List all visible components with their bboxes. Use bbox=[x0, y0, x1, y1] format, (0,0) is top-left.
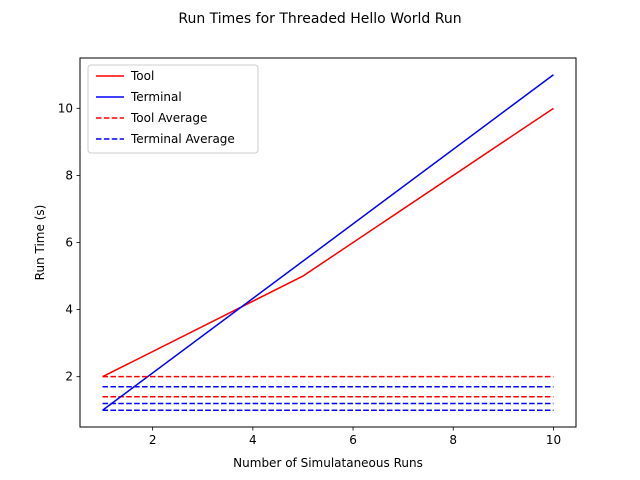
y-tick-label: 8 bbox=[65, 168, 73, 182]
legend: Tool Terminal Tool Average Terminal Average bbox=[87, 64, 259, 154]
legend-label-terminal-average: Terminal Average bbox=[130, 132, 235, 146]
legend-label-terminal: Terminal bbox=[130, 90, 182, 104]
x-axis-label: Number of Simulataneous Runs bbox=[233, 456, 423, 470]
plot-lines bbox=[102, 74, 554, 411]
series-line-terminal bbox=[102, 74, 554, 411]
y-axis-ticks: 2 4 6 8 10 bbox=[58, 101, 80, 384]
series-line-tool bbox=[102, 107, 554, 378]
y-tick-label: 6 bbox=[65, 236, 73, 250]
x-axis-ticks: 2 4 6 8 10 bbox=[149, 427, 561, 447]
legend-label-tool: Tool bbox=[130, 69, 154, 83]
y-axis-label: Run Time (s) bbox=[33, 205, 47, 281]
legend-label-tool-average: Tool Average bbox=[130, 111, 207, 125]
legend-box bbox=[87, 64, 259, 154]
x-tick-label: 2 bbox=[149, 433, 157, 447]
y-tick-label: 2 bbox=[65, 370, 73, 384]
x-tick-label: 4 bbox=[249, 433, 257, 447]
x-tick-label: 6 bbox=[349, 433, 357, 447]
x-tick-label: 8 bbox=[449, 433, 457, 447]
chart-title: Run Times for Threaded Hello World Run bbox=[178, 11, 461, 27]
x-tick-label: 10 bbox=[546, 433, 561, 447]
y-tick-label: 10 bbox=[58, 101, 73, 115]
y-tick-label: 4 bbox=[65, 303, 73, 317]
